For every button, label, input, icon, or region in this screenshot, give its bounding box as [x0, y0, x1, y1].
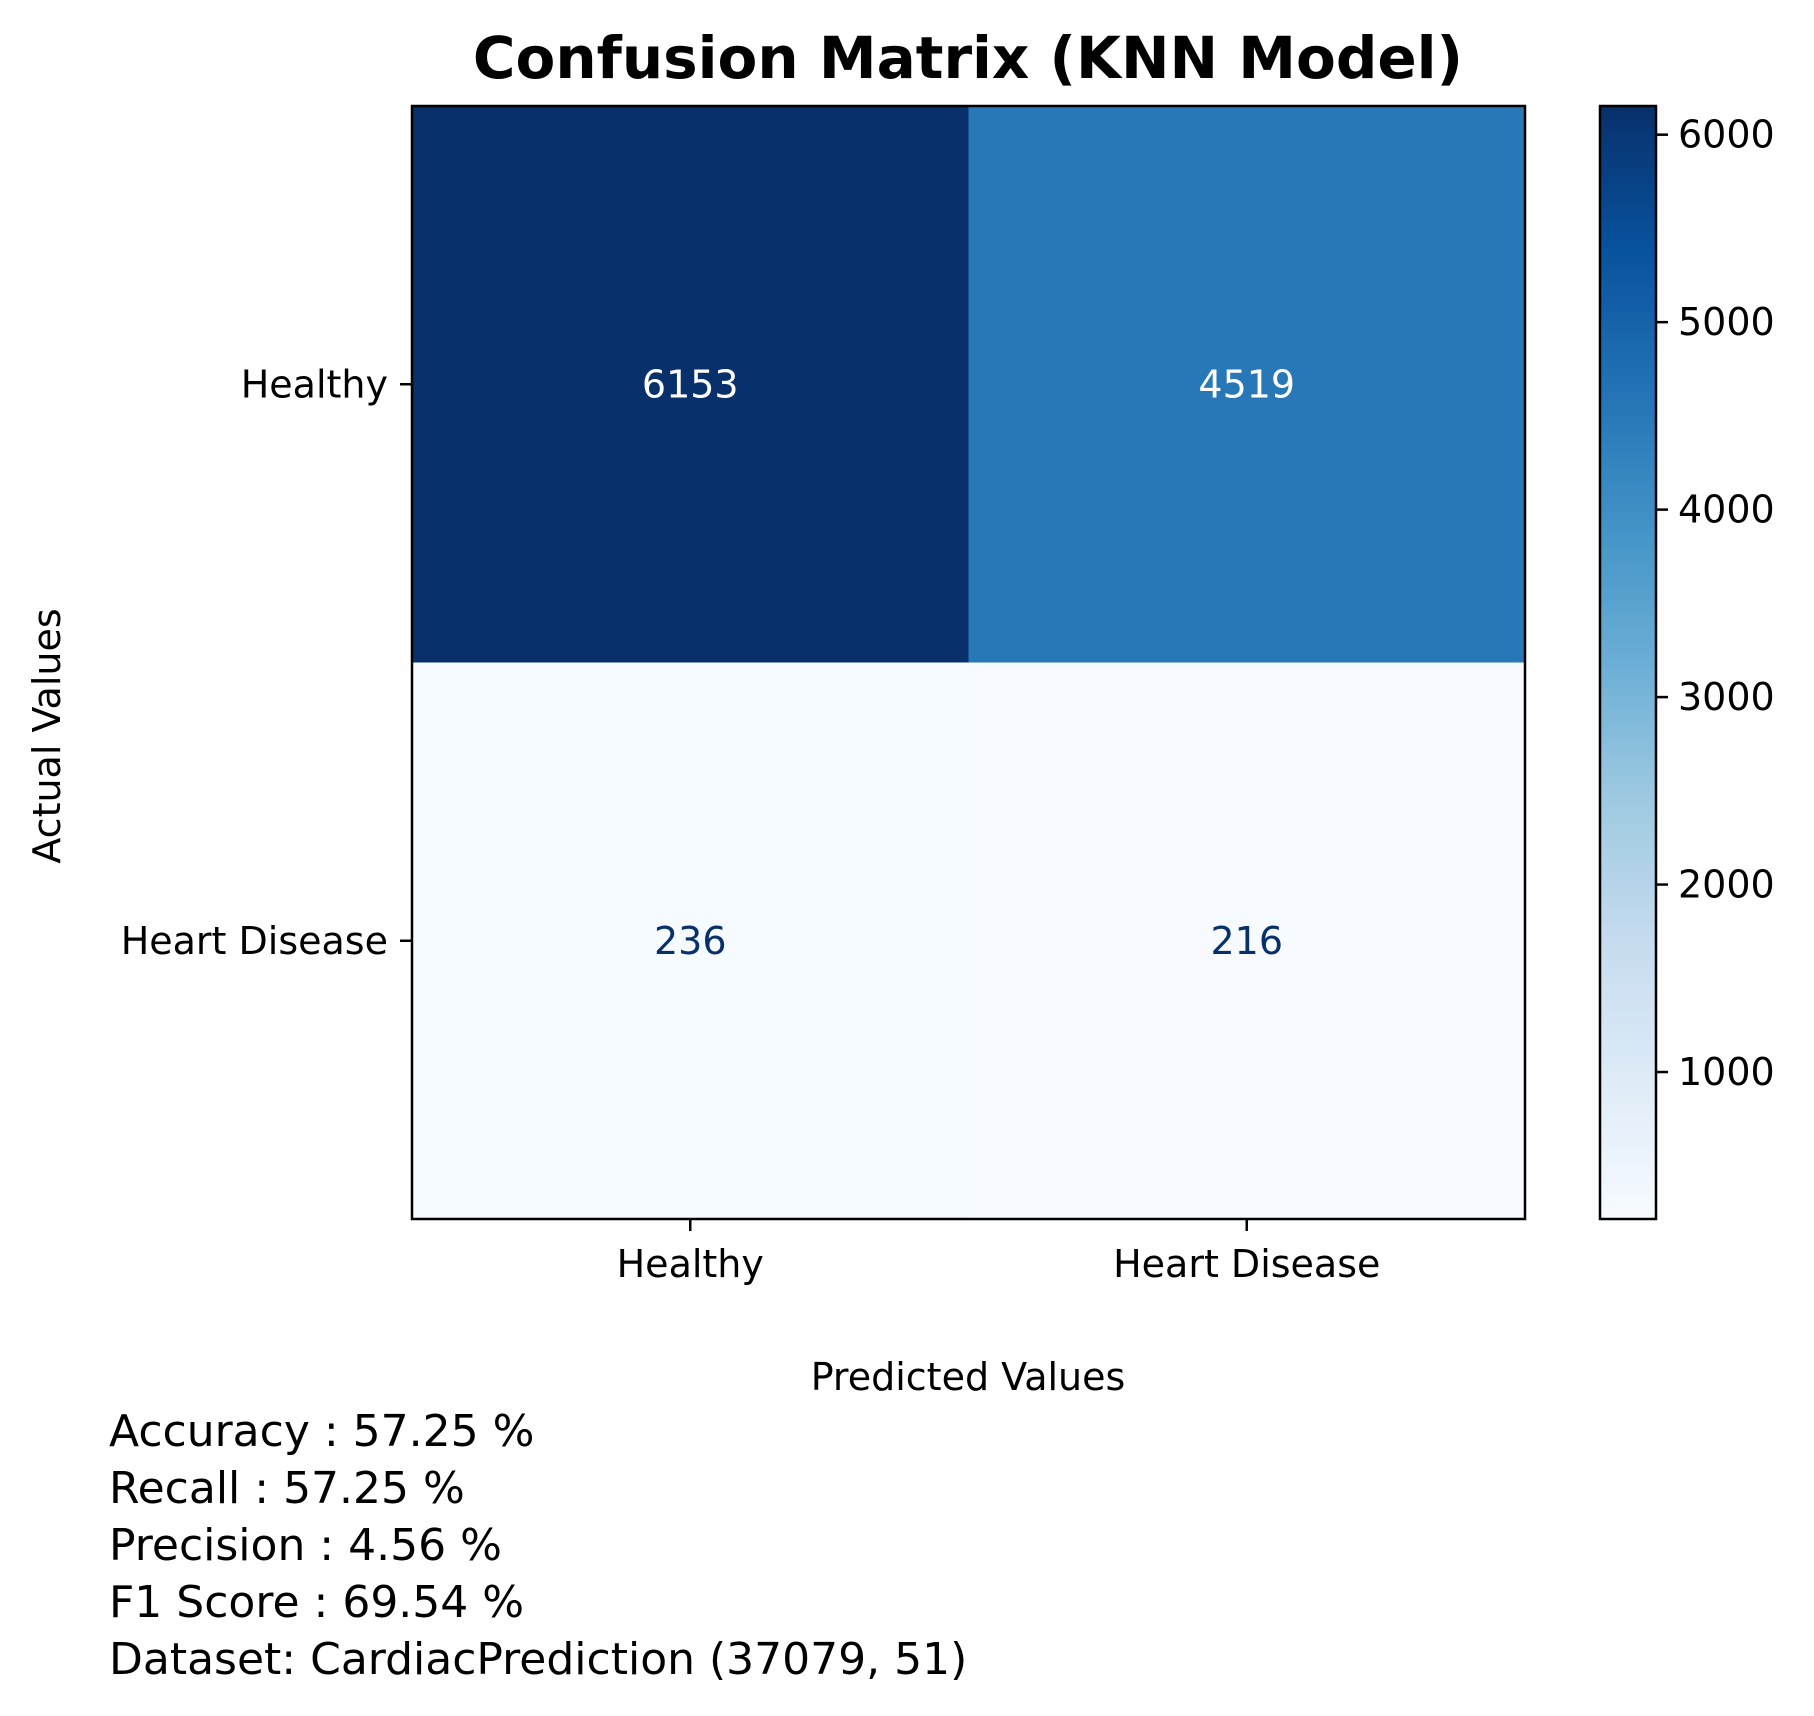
- x-axis-label: Predicted Values: [811, 1355, 1126, 1399]
- y-axis-label: Actual Values: [25, 608, 69, 863]
- x-axis-ticks: Healthy Heart Disease: [617, 1219, 1380, 1286]
- colorbar-tick-label: 2000: [1678, 863, 1775, 907]
- f1-score-text: F1 Score : 69.54 %: [109, 1577, 525, 1628]
- cell-value-label: 216: [1210, 919, 1283, 963]
- precision-text: Precision : 4.56 %: [109, 1520, 502, 1571]
- x-tick-label: Healthy: [617, 1242, 764, 1286]
- heatmap-cell: [968, 106, 1526, 663]
- dataset-text: Dataset: CardiacPrediction (37079, 51): [109, 1634, 968, 1685]
- heatmap-cell: [412, 106, 969, 663]
- plot-frame: [410, 104, 1527, 1221]
- metrics-panel: Accuracy : 57.25 % Recall : 57.25 % Prec…: [109, 1403, 967, 1688]
- colorbar-tick-label: 3000: [1678, 675, 1775, 719]
- colorbar-ticks: 1000 2000 3000 4000 5000 6000: [1656, 113, 1775, 1094]
- cell-value-label: 4519: [1198, 362, 1295, 406]
- y-tick-label: Healthy: [241, 362, 388, 406]
- heatmap-cell: [968, 662, 1526, 1220]
- y-tick-label: Heart Disease: [121, 919, 388, 963]
- x-tick-label: Heart Disease: [1113, 1242, 1380, 1286]
- colorbar-tick-label: 1000: [1678, 1050, 1775, 1094]
- colorbar-tick-label: 4000: [1678, 488, 1775, 532]
- cell-value-label: 236: [654, 919, 727, 963]
- colorbar-tick-label: 5000: [1678, 300, 1775, 344]
- accuracy-text: Accuracy : 57.25 %: [109, 1406, 535, 1457]
- cell-value-label: 6153: [642, 362, 739, 406]
- heatmap-cell: [412, 662, 969, 1220]
- colorbar-tick-label: 6000: [1678, 113, 1775, 157]
- chart-title: Confusion Matrix (KNN Model): [473, 24, 1463, 92]
- heatmap-cells: [412, 106, 1526, 1220]
- recall-text: Recall : 57.25 %: [109, 1463, 465, 1514]
- cell-value-labels: 6153 4519 236 216: [642, 362, 1295, 963]
- y-axis-ticks: Healthy Heart Disease: [121, 362, 412, 963]
- colorbar: [1598, 104, 1658, 1221]
